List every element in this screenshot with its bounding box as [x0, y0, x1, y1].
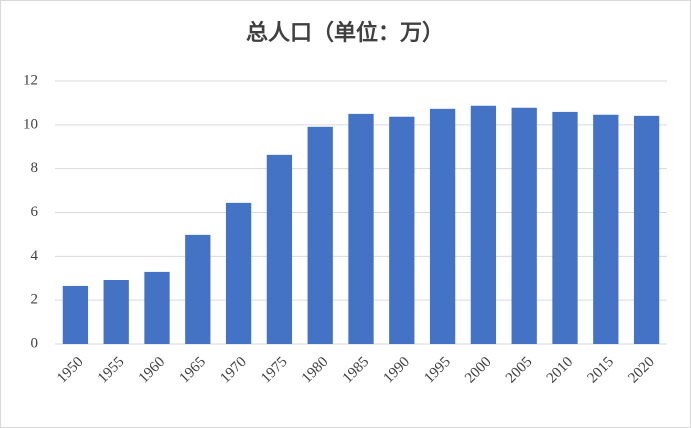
bar [225, 202, 252, 344]
bar [593, 114, 619, 344]
bar [348, 113, 374, 344]
bar [633, 115, 660, 344]
bar [552, 111, 578, 344]
bar [470, 105, 497, 344]
y-tick-label: 10 [23, 116, 38, 132]
bar [429, 108, 456, 344]
bar [389, 116, 415, 344]
bar [103, 280, 129, 344]
chart-title: 总人口（单位：万） [246, 20, 444, 46]
bar [144, 271, 170, 344]
y-tick-label: 2 [31, 292, 39, 308]
y-tick-label: 6 [31, 204, 39, 220]
bar [185, 234, 211, 344]
y-tick-label: 4 [31, 248, 39, 264]
bar [307, 126, 333, 344]
y-tick-label: 12 [23, 72, 38, 88]
bar [266, 154, 293, 344]
bar [511, 107, 537, 344]
y-tick-label: 0 [31, 335, 39, 351]
y-tick-label: 8 [31, 160, 39, 176]
bar [62, 285, 89, 344]
